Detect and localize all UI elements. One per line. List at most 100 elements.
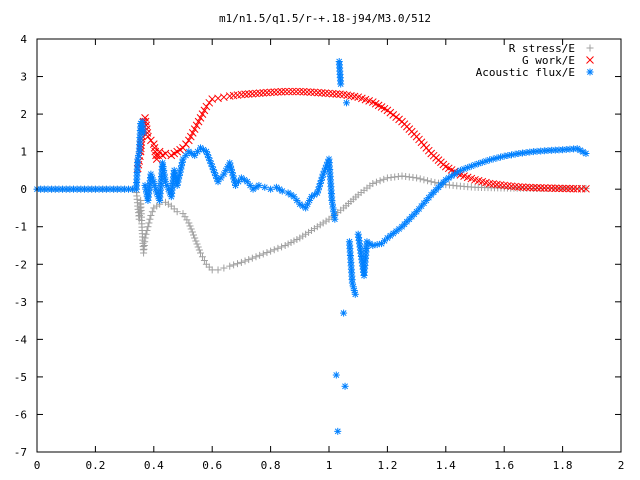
data-point	[259, 250, 267, 258]
y-tick-label: 3	[20, 71, 27, 84]
data-point	[185, 219, 193, 227]
data-point	[270, 246, 278, 254]
x-tick-label: 1.6	[494, 459, 514, 472]
data-point	[140, 129, 148, 137]
data-point	[306, 88, 315, 96]
data-point	[200, 106, 209, 115]
data-point	[217, 174, 225, 182]
data-point	[413, 174, 421, 182]
x-axis-ticks: 0 0.2 0.4 0.6 0.8 1 1.2 1.4 1.6 1.8 2	[34, 39, 624, 472]
data-point	[220, 170, 228, 178]
data-point	[266, 88, 275, 97]
data-point	[380, 175, 388, 183]
data-point	[186, 132, 195, 141]
data-point	[303, 88, 311, 96]
data-point	[259, 89, 268, 97]
chart-title: m1/n1.5/q1.5/r-+.18-j94/M3.0/512	[219, 12, 431, 25]
legend-marker-symbol	[586, 44, 594, 52]
data-point	[193, 240, 201, 248]
data-point	[142, 230, 150, 238]
data-point	[332, 371, 340, 379]
data-point	[184, 136, 193, 145]
data-point	[325, 89, 333, 98]
data-point	[181, 213, 189, 221]
data-point	[267, 185, 275, 193]
data-point	[540, 184, 549, 192]
data-point	[230, 261, 238, 269]
data-point	[220, 264, 228, 272]
data-point	[187, 225, 195, 233]
data-point	[582, 184, 590, 193]
data-point	[237, 258, 245, 266]
data-point	[284, 240, 292, 248]
data-point	[256, 251, 264, 259]
data-point	[248, 89, 257, 98]
data-point	[263, 249, 271, 257]
data-point	[497, 153, 505, 161]
data-point	[194, 148, 202, 156]
data-point	[278, 243, 286, 251]
x-tick-label: 0	[34, 459, 41, 472]
data-point	[281, 87, 290, 96]
x-tick-label: 1.2	[377, 459, 397, 472]
data-point	[332, 90, 341, 98]
data-point	[274, 88, 282, 96]
series-layer	[33, 58, 590, 435]
data-point	[277, 87, 286, 96]
data-point	[195, 246, 203, 254]
data-point	[232, 181, 240, 189]
data-point	[328, 196, 336, 204]
y-tick-label: -4	[14, 333, 28, 346]
data-point	[331, 215, 339, 223]
data-point	[569, 184, 578, 193]
data-point	[293, 196, 301, 204]
data-point	[226, 262, 234, 270]
data-point	[518, 183, 527, 191]
data-point	[202, 102, 211, 111]
data-point	[295, 87, 304, 96]
data-point	[241, 257, 249, 265]
y-tick-label: 1	[20, 146, 27, 159]
y-tick-label: 2	[20, 108, 27, 121]
series-2	[33, 58, 590, 435]
data-point	[261, 183, 269, 191]
data-point	[544, 184, 552, 192]
data-point	[376, 177, 384, 185]
data-point	[214, 266, 222, 274]
data-point	[237, 90, 246, 99]
data-point	[431, 178, 439, 186]
y-tick-label: -1	[14, 221, 27, 234]
data-point	[194, 117, 203, 126]
data-point	[255, 89, 264, 98]
data-point	[245, 256, 253, 264]
data-point	[192, 237, 200, 245]
data-point	[161, 149, 170, 158]
legend-label-g-work: G work/E	[522, 54, 575, 67]
data-point	[321, 89, 330, 98]
x-tick-label: 0.2	[85, 459, 105, 472]
data-point	[205, 98, 214, 107]
data-point	[182, 140, 190, 148]
data-point	[188, 228, 196, 236]
data-point	[148, 208, 156, 216]
legend-label-r-stress: R stress/E	[509, 42, 575, 55]
data-point	[416, 175, 424, 183]
legend-marker-r-stress	[586, 44, 594, 52]
data-point	[489, 180, 498, 188]
data-point	[179, 144, 187, 152]
y-tick-label: -2	[14, 258, 27, 271]
y-tick-label: -3	[14, 296, 27, 309]
data-point	[467, 162, 475, 170]
data-point	[241, 90, 249, 99]
data-point	[369, 180, 377, 188]
data-point	[270, 88, 279, 96]
data-point	[292, 87, 301, 96]
legend-entry-g-work: G work/E	[522, 54, 594, 67]
legend-marker-symbol	[586, 56, 594, 64]
x-tick-label: 0.8	[261, 459, 281, 472]
data-point	[522, 183, 530, 192]
y-tick-label: -5	[14, 371, 27, 384]
data-point	[198, 110, 207, 118]
data-point	[145, 219, 153, 227]
legend-entry-r-stress: R stress/E	[509, 42, 594, 55]
